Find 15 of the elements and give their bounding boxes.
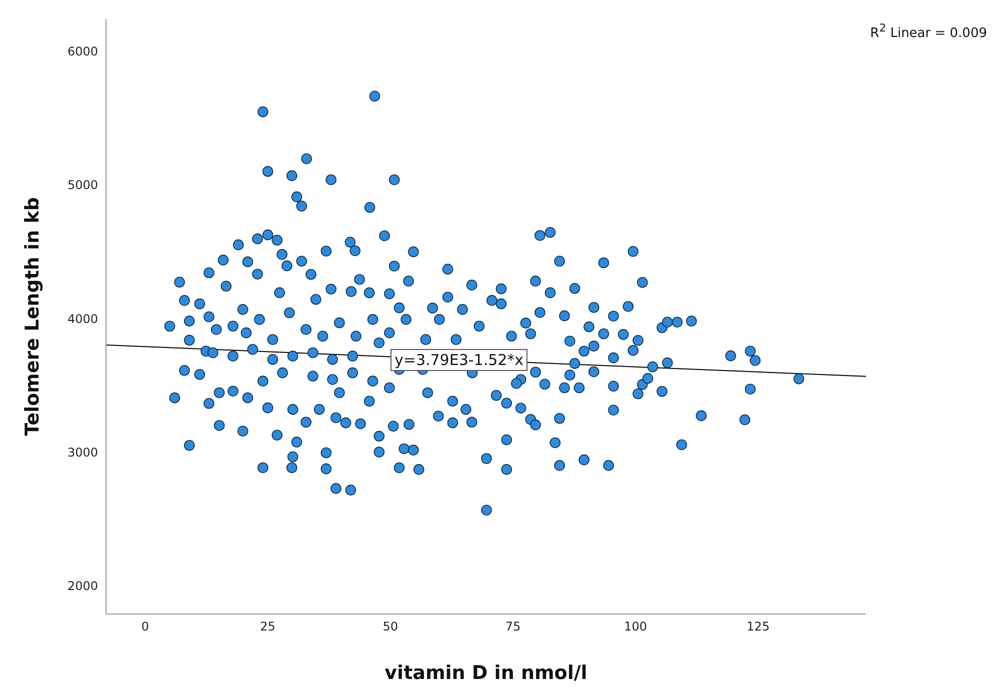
x-axis-title: vitamin D in nmol/l — [384, 662, 588, 684]
x-tick-label: 25 — [260, 620, 276, 634]
y-tick-label: 6000 — [67, 44, 98, 58]
x-tick-label: 125 — [746, 620, 770, 634]
x-tick-label: 100 — [624, 620, 647, 634]
y-tick-label: 3000 — [67, 445, 98, 460]
annotation: y=3.79E3-1.52*x — [394, 350, 524, 369]
y-tick-label: 2000 — [67, 579, 98, 594]
y-axis-title: Telomere Length in kb — [22, 197, 44, 436]
x-tick-label: 75 — [505, 620, 521, 634]
y-tick-label: 4000 — [67, 312, 98, 326]
y-tick-label: 5000 — [67, 178, 98, 192]
x-tick-label: 0 — [141, 620, 150, 634]
text: R$^{2}$ Linear = 0.009 — [870, 22, 987, 42]
x-tick-label: 50 — [382, 620, 398, 634]
